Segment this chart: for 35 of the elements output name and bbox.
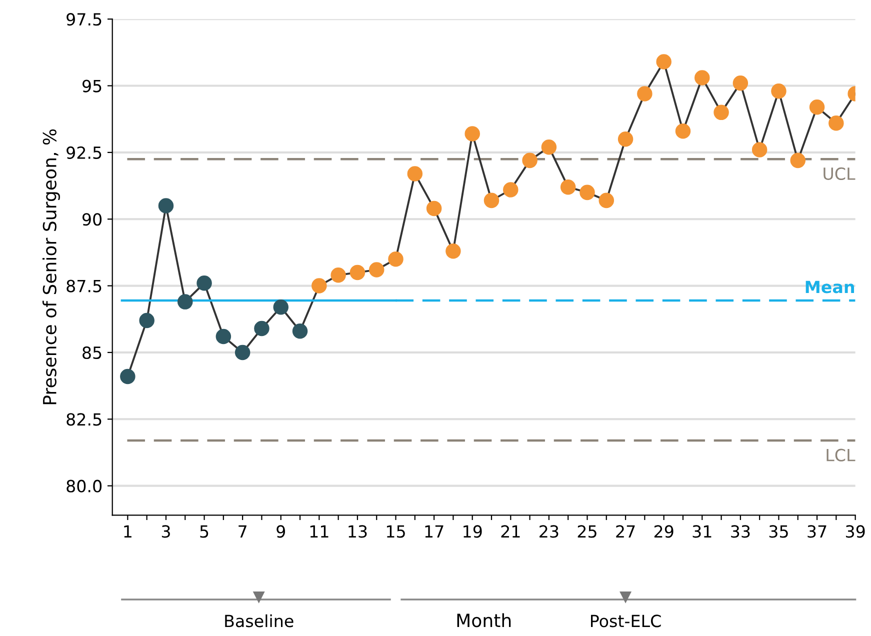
x-tick-label: 17 <box>425 525 444 538</box>
x-tick-label: 1 <box>124 525 132 538</box>
ref-line-label: UCL <box>824 167 856 180</box>
x-tick-label: 31 <box>692 525 712 538</box>
x-tick-label: 11 <box>310 525 328 538</box>
x-tick-label: 3 <box>162 525 170 538</box>
x-tick-label: 21 <box>501 525 520 538</box>
x-axis-title: Month <box>457 613 511 628</box>
x-tick-label: 5 <box>200 525 208 538</box>
x-tick-label: 23 <box>540 525 558 538</box>
y-tick-label: 82.5 <box>66 413 102 426</box>
y-tick-label: 97.5 <box>66 13 102 26</box>
x-tick-label: 13 <box>348 525 367 538</box>
x-tick-label: 37 <box>808 525 826 538</box>
x-tick-label: 19 <box>464 525 482 538</box>
y-tick-label: 80.0 <box>66 480 102 492</box>
y-tick-label: 95 <box>82 80 102 92</box>
y-tick-label: 87.5 <box>66 280 102 292</box>
text: Post-ELC <box>591 614 661 628</box>
x-tick-label: 9 <box>276 525 285 538</box>
y-tick-label: 90 <box>82 213 102 226</box>
series-label: Mean <box>806 280 854 294</box>
x-tick-label: 33 <box>731 525 750 538</box>
x-tick-label: 25 <box>578 525 596 538</box>
y-tick-label: 92.5 <box>66 146 102 160</box>
x-tick-label: 27 <box>616 525 635 538</box>
ref-line-label: LCL <box>826 448 856 462</box>
x-tick-label: 29 <box>654 525 674 538</box>
y-axis-title: Presence of Senior Surgeon, % <box>42 129 60 404</box>
y-tick-label: 85 <box>82 346 102 360</box>
text: Baseline <box>225 614 294 628</box>
x-tick-label: 15 <box>386 525 405 538</box>
x-tick-label: 39 <box>846 525 865 538</box>
x-tick-label: 7 <box>238 525 246 538</box>
x-tick-label: 35 <box>769 525 788 538</box>
